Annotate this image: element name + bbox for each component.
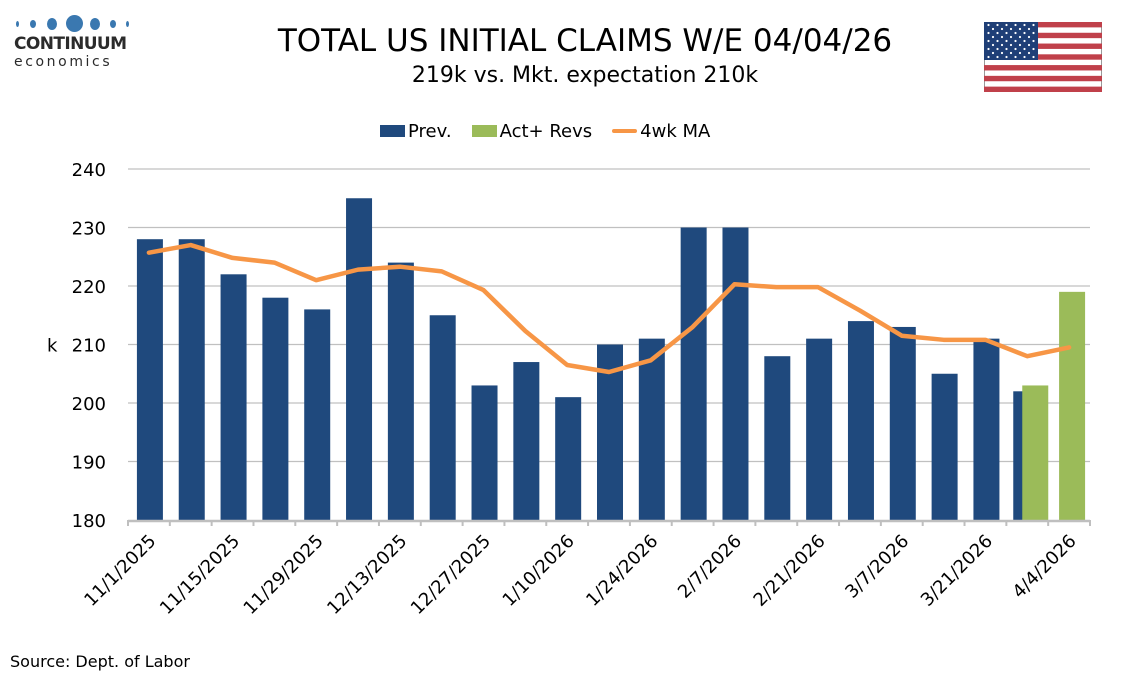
y-tick-label: 220 [72, 277, 106, 298]
y-tick-label: 180 [72, 511, 106, 532]
y-axis-label: k [47, 336, 58, 357]
legend-label-act: Act+ Revs [499, 120, 593, 142]
bar-prev [806, 338, 833, 520]
chart-title: TOTAL US INITIAL CLAIMS W/E 04/04/26 [277, 23, 893, 59]
x-tick-label: 2/21/2026 [750, 531, 830, 611]
y-tick-label: 240 [72, 160, 106, 181]
y-tick-label: 210 [72, 336, 106, 357]
us-flag-icon [984, 22, 1102, 92]
legend-label-ma: 4wk MA [640, 120, 711, 142]
bar-prev [136, 239, 163, 520]
bar-prev [471, 385, 498, 520]
logo-sub: economics [14, 54, 113, 70]
x-tick-label: 11/1/2025 [80, 531, 160, 611]
continuum-logo: CONTINUUM economics [14, 14, 132, 70]
x-tick-label: 2/7/2026 [674, 531, 746, 603]
bar-prev [304, 309, 331, 520]
y-tick-label: 200 [72, 394, 106, 415]
bar-prev [555, 397, 582, 520]
bar-prev [638, 338, 665, 520]
legend-swatch-prev [380, 125, 405, 137]
x-tick-label: 11/29/2025 [240, 531, 328, 619]
bar-prev [262, 297, 289, 520]
x-tick-label: 11/15/2025 [156, 531, 244, 619]
bar-prev [931, 373, 958, 520]
x-tick-label: 3/7/2026 [841, 531, 913, 603]
x-tick-label: 4/4/2026 [1009, 531, 1081, 603]
bar-prev [346, 198, 373, 520]
bar-act [1022, 385, 1049, 520]
x-tick-label: 12/13/2025 [323, 531, 411, 619]
legend-item-act: Act+ Revs [471, 120, 593, 142]
logo-name: CONTINUUM [14, 34, 127, 54]
x-tick-label: 1/24/2026 [582, 531, 662, 611]
y-tick-label: 230 [72, 219, 106, 240]
bar-prev [889, 326, 916, 520]
legend-swatch-act [471, 125, 497, 137]
chart-legend: Prev. Act+ Revs 4wk MA [380, 119, 730, 143]
legend-label-prev: Prev. [408, 120, 452, 142]
source-note: Source: Dept. of Labor [10, 652, 190, 671]
x-tick-label: 12/27/2025 [407, 531, 495, 619]
bar-act [1059, 291, 1086, 520]
logo-dots-icon [14, 14, 132, 34]
bar-prev [973, 338, 1000, 520]
bar-prev [847, 321, 874, 520]
bar-prev [722, 227, 749, 520]
bar-prev [764, 356, 791, 520]
bar-prev [178, 239, 205, 520]
y-tick-label: 190 [72, 453, 106, 474]
bar-prev [220, 274, 247, 520]
bar-prev [387, 262, 414, 520]
bar-prev [429, 315, 456, 520]
bar-prev [680, 227, 707, 520]
x-tick-label: 1/10/2026 [499, 531, 579, 611]
legend-item-prev: Prev. [380, 121, 452, 142]
legend-item-ma: 4wk MA [612, 121, 710, 142]
x-tick-label: 3/21/2026 [917, 531, 997, 611]
chart-subtitle: 219k vs. Mkt. expectation 210k [411, 63, 759, 88]
bar-prev [513, 362, 540, 520]
legend-swatch-ma [612, 129, 638, 133]
